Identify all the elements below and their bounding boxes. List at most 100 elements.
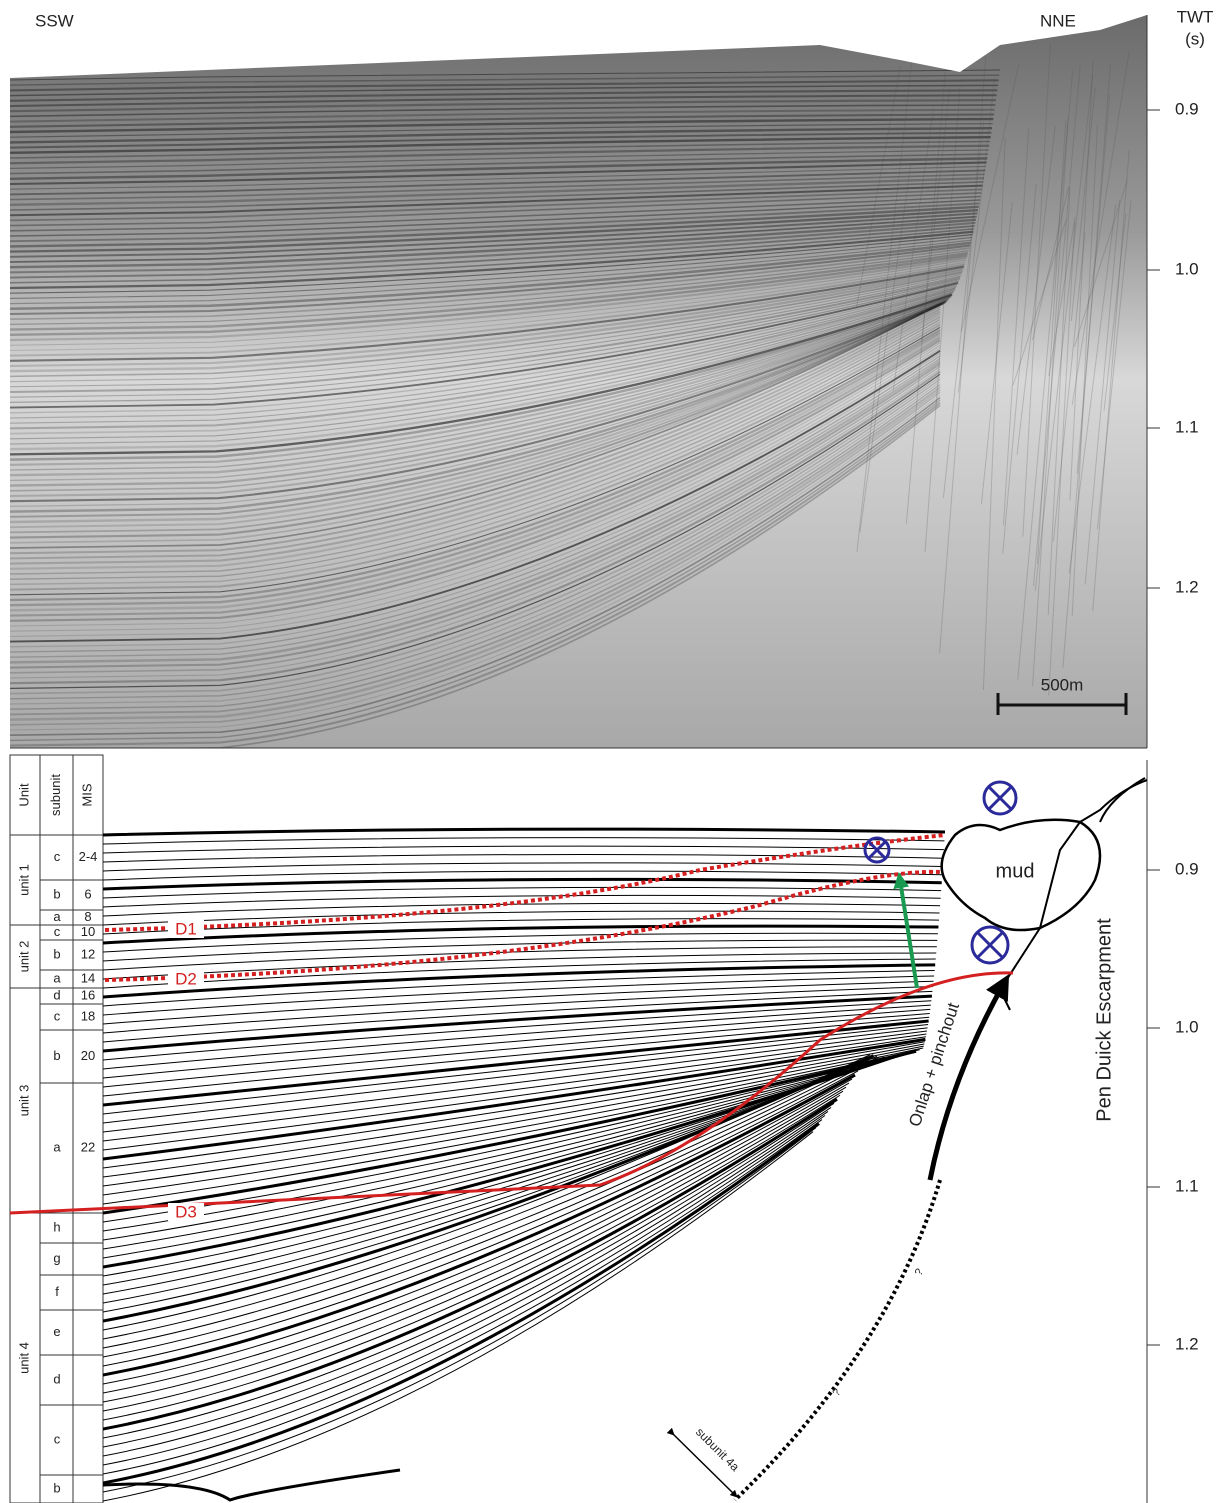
noise	[1022, 43, 1051, 537]
reflector	[10, 302, 944, 529]
horizon	[103, 1045, 924, 1187]
noise	[1076, 94, 1111, 474]
label-bg	[168, 1203, 204, 1221]
horizon	[103, 1030, 928, 1133]
noise	[1052, 232, 1086, 542]
subunit-label: g	[53, 1250, 60, 1265]
noise	[1002, 128, 1030, 526]
reflector	[10, 254, 968, 336]
horizon	[103, 827, 946, 837]
noise	[982, 137, 1006, 691]
d1-line	[104, 833, 946, 932]
reflector	[10, 176, 985, 206]
reflector	[10, 208, 979, 253]
horizon	[103, 1098, 838, 1431]
horizon	[103, 990, 933, 1043]
reflector	[10, 321, 941, 586]
horizon	[103, 894, 941, 908]
horizon	[103, 1019, 929, 1107]
mis-label: 10	[81, 924, 95, 939]
noise	[1062, 63, 1112, 669]
reflector	[10, 352, 941, 648]
noise	[1084, 199, 1121, 585]
noise	[1073, 179, 1128, 347]
reflector	[10, 230, 974, 290]
horizon	[103, 870, 943, 881]
reflector	[10, 301, 946, 508]
reflector	[10, 404, 941, 748]
horizon	[103, 1004, 931, 1070]
horizon	[103, 1033, 927, 1142]
direction-label: SSW	[35, 11, 74, 30]
horizon	[103, 1049, 920, 1205]
horizon	[103, 845, 944, 854]
horizon	[103, 1078, 853, 1385]
base-horizon	[103, 1468, 401, 1502]
horizon	[103, 1055, 896, 1269]
subunit-label: e	[53, 1324, 60, 1339]
subunit-label: c	[54, 849, 61, 864]
subunit-label: c	[54, 1008, 61, 1023]
reflector	[10, 169, 986, 196]
noise	[1047, 187, 1071, 615]
reflector	[10, 153, 989, 175]
seismic-panel	[10, 15, 1147, 749]
reflector	[10, 202, 980, 243]
reflector	[10, 244, 971, 315]
reflector	[10, 295, 952, 466]
reflector	[10, 261, 966, 351]
noise	[1012, 219, 1067, 385]
reflector	[10, 292, 954, 451]
dotted-boundary	[733, 1179, 942, 1502]
mis-label: 18	[81, 1008, 95, 1023]
noise	[905, 45, 949, 524]
reflector	[10, 199, 981, 237]
reflector	[10, 228, 975, 284]
reflector	[10, 79, 999, 92]
subunit-label: c	[54, 924, 61, 939]
reflector	[10, 89, 998, 102]
horizon	[103, 1090, 844, 1412]
table-header: Unit	[16, 783, 31, 807]
reflector	[10, 336, 941, 617]
reflector	[10, 300, 947, 503]
horizon	[103, 854, 944, 863]
subunit-label: d	[53, 987, 60, 1002]
reflector	[10, 303, 942, 544]
subunit-label: b	[53, 1048, 60, 1063]
reflector	[10, 286, 957, 424]
reflector	[10, 181, 984, 211]
noise	[957, 77, 996, 393]
horizon	[103, 1111, 829, 1457]
interpretation-lines	[103, 827, 946, 1502]
horizon	[103, 1054, 906, 1241]
reflector	[10, 161, 987, 186]
noise	[1032, 186, 1070, 341]
reflector	[10, 277, 961, 393]
tick-label: 1.1	[1175, 417, 1199, 436]
noise	[1036, 121, 1067, 564]
horizon	[103, 1073, 856, 1377]
reflector	[10, 384, 941, 710]
reflector	[10, 381, 941, 705]
reflector	[10, 297, 950, 477]
horizon	[103, 1127, 817, 1493]
reflector	[10, 99, 997, 113]
reflector	[10, 269, 963, 373]
query: ?	[913, 1267, 926, 1278]
noise	[1034, 74, 1094, 591]
horizon	[103, 975, 935, 1016]
horizon	[103, 1122, 820, 1485]
horizon	[103, 1055, 903, 1250]
reflector	[10, 275, 961, 388]
noise	[855, 66, 901, 309]
reflector	[10, 401, 941, 747]
reflector	[10, 239, 972, 305]
reflector	[10, 345, 941, 632]
noise	[1017, 70, 1074, 680]
reflector	[10, 234, 973, 294]
d3-line	[9, 971, 1014, 1215]
reflector	[10, 396, 941, 737]
reflector	[10, 310, 941, 565]
horizon	[103, 1106, 832, 1448]
